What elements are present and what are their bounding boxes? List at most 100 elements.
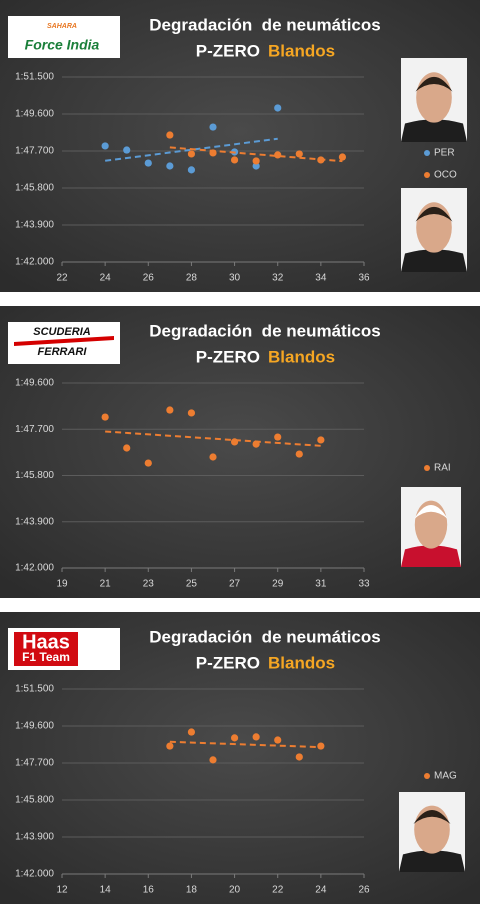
data-point — [317, 436, 325, 444]
data-point — [144, 459, 152, 467]
y-tick-label: 1:45.800 — [15, 795, 54, 806]
logo-box — [8, 16, 120, 58]
chart-subtitle-highlight: Blandos — [268, 41, 335, 60]
chart-title: Degradación de neumáticos — [149, 627, 380, 646]
data-point — [295, 150, 303, 158]
x-tick-label: 32 — [272, 273, 284, 284]
chart-panel: SCUDERIA FERRARI Degradación de neumáticos… — [0, 306, 480, 598]
data-point — [144, 159, 152, 167]
data-point — [209, 149, 217, 157]
x-tick-label: 19 — [56, 579, 68, 590]
x-tick-label: 25 — [186, 579, 198, 590]
data-point — [187, 150, 196, 158]
x-tick-label: 31 — [315, 579, 327, 590]
x-tick-label: 26 — [358, 885, 370, 896]
x-tick-label: 16 — [143, 885, 155, 896]
chart-subtitle-highlight: Blandos — [268, 347, 335, 366]
data-point — [123, 146, 131, 154]
photo-shirt — [401, 545, 461, 567]
data-point — [209, 453, 217, 461]
photo-hair — [415, 206, 453, 222]
data-point — [252, 733, 260, 741]
logo-stripe — [14, 336, 114, 346]
logo-text: Force India — [25, 37, 100, 53]
legend-label: RAI — [434, 463, 451, 474]
driver-photo — [399, 792, 465, 872]
legend-marker — [424, 150, 430, 156]
x-tick-label: 27 — [229, 579, 241, 590]
legend-marker — [424, 773, 430, 779]
y-tick-label: 1:51.500 — [15, 684, 54, 695]
data-point — [230, 734, 239, 742]
driver-photo — [401, 487, 461, 567]
y-tick-label: 1:47.700 — [15, 758, 54, 769]
legend-label: OCO — [434, 170, 457, 181]
x-tick-label: 23 — [143, 579, 155, 590]
data-point — [209, 756, 217, 764]
photo-hair — [414, 505, 448, 519]
y-tick-label: 1:43.900 — [15, 832, 54, 843]
x-tick-label: 18 — [186, 885, 198, 896]
y-tick-label: 1:49.600 — [15, 109, 54, 120]
data-point — [187, 728, 196, 736]
y-tick-label: 1:42.000 — [15, 257, 54, 268]
data-point — [166, 742, 174, 750]
photo-shirt — [399, 850, 465, 872]
x-tick-label: 28 — [186, 273, 198, 284]
legend-marker — [424, 465, 430, 471]
y-tick-label: 1:47.700 — [15, 424, 54, 435]
logo-text: Haas — [22, 631, 70, 653]
y-tick-label: 1:42.000 — [15, 869, 54, 880]
data-point — [166, 406, 174, 414]
x-tick-label: 34 — [315, 273, 327, 284]
x-tick-label: 21 — [100, 579, 112, 590]
x-tick-label: 26 — [143, 273, 155, 284]
data-point — [123, 444, 131, 452]
chart-panel: SAHARA Force India Degradación de neumátic… — [0, 0, 480, 292]
data-point — [274, 104, 282, 112]
driver-photo — [401, 188, 467, 272]
photo-shirt — [401, 249, 467, 272]
data-point — [187, 409, 196, 417]
legend-marker — [424, 172, 430, 178]
logo-text: SAHARA — [47, 23, 77, 30]
data-point — [187, 166, 196, 174]
x-tick-label: 22 — [56, 273, 68, 284]
chart-subtitle-highlight: Blandos — [268, 653, 335, 672]
photo-hair — [413, 810, 451, 824]
data-point — [209, 123, 217, 131]
x-tick-label: 33 — [358, 579, 370, 590]
data-point — [274, 736, 282, 744]
x-tick-label: 14 — [100, 885, 112, 896]
data-point — [252, 440, 260, 448]
data-point — [338, 153, 347, 161]
y-tick-label: 1:47.700 — [15, 146, 54, 157]
data-point — [230, 156, 239, 164]
data-point — [252, 157, 260, 165]
chart-subtitle: P-ZERO — [196, 41, 260, 60]
data-point — [166, 162, 174, 170]
x-tick-label: 22 — [272, 885, 284, 896]
logo-text: F1 Team — [22, 650, 70, 664]
y-tick-label: 1:43.900 — [15, 516, 54, 527]
y-tick-label: 1:42.000 — [15, 563, 54, 574]
data-point — [101, 142, 109, 150]
logo-text: SCUDERIA — [33, 326, 91, 338]
chart-title: Degradación de neumáticos — [149, 15, 380, 34]
photo-hair — [415, 76, 453, 92]
x-tick-label: 24 — [315, 885, 327, 896]
data-point — [317, 156, 325, 164]
x-tick-label: 30 — [229, 273, 241, 284]
chart-subtitle: P-ZERO — [196, 653, 260, 672]
chart-title: Degradación de neumáticos — [149, 321, 380, 340]
x-tick-label: 29 — [272, 579, 284, 590]
logo-text: FERRARI — [38, 346, 88, 358]
y-tick-label: 1:45.800 — [15, 470, 54, 481]
x-tick-label: 36 — [358, 273, 370, 284]
data-point — [274, 151, 282, 159]
data-point — [274, 433, 282, 441]
x-tick-label: 20 — [229, 885, 241, 896]
